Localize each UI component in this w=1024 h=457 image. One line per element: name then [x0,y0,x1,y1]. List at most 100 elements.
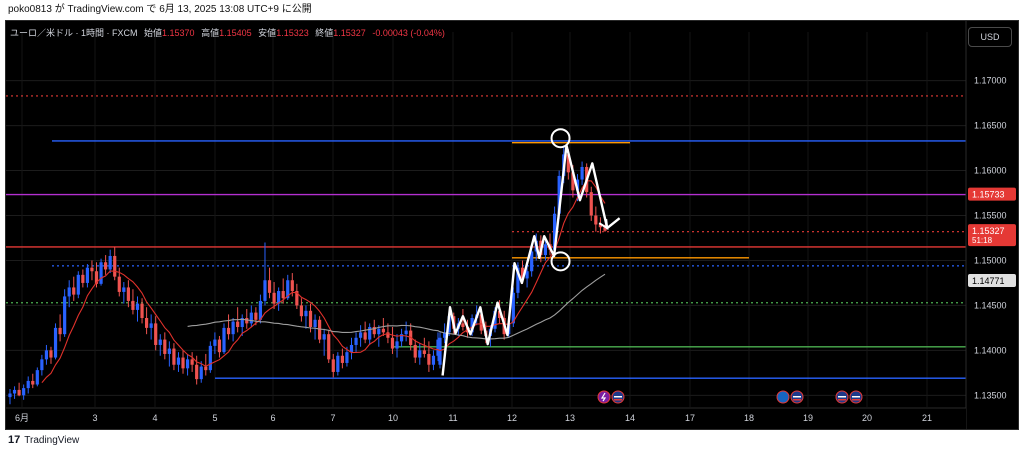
candle-body [272,292,276,304]
candle-body [226,327,231,335]
candle-body [154,323,158,345]
candle-body [245,317,249,324]
flag-stripe [838,399,846,401]
candle-body [470,317,474,333]
candle-body [358,332,363,338]
candle-body [399,334,404,342]
candle-body [340,355,344,363]
x-tick-label: 5 [212,413,217,423]
candle-body [277,291,281,304]
candle-body [543,244,548,256]
x-tick-label: 7 [330,413,335,423]
candle-body [208,345,212,371]
candle-body [395,341,399,349]
open-value: 1.15370 [162,28,195,38]
candle-body [8,393,12,398]
candle-body [135,303,140,310]
candle-body [31,380,35,385]
currency-button[interactable]: USD [968,27,1012,47]
candle-body [122,287,126,292]
candle-body [158,339,162,345]
candle-body [386,332,390,338]
y-tick-label: 1.14500 [974,300,1007,310]
countdown-label: 51:18 [972,236,993,245]
publish-info: poko0813 が TradingView.com で 6月 13, 2025… [8,4,312,15]
close-label: 終値 [315,28,334,38]
candle-body [511,292,515,324]
candle-body [240,317,244,327]
candle-body [442,332,447,338]
moving-average-slow [187,273,606,340]
candle-body [322,334,326,340]
y-tick-label: 1.13500 [974,390,1007,400]
x-tick-label: 6月 [15,413,29,423]
x-tick-label: 21 [922,413,932,423]
candle-body [254,312,258,320]
high-value: 1.15405 [219,28,252,38]
low-label: 安値 [258,28,277,38]
candle-body [381,328,385,333]
x-tick-label: 11 [448,413,457,423]
candle-body [231,321,235,335]
candle-body [44,350,49,360]
candle-body [236,321,240,327]
candle-body [363,332,367,340]
candle-body [422,350,426,354]
candle-body [108,255,112,270]
price-tag-label: 1.14771 [972,276,1005,286]
candle-body [603,227,607,231]
candle-body [525,271,529,279]
y-tick-label: 1.14000 [974,345,1007,355]
candle-body [176,357,181,365]
candle-body [249,312,253,324]
brand[interactable]: 17 TradingView [8,434,79,446]
candle-body [263,280,267,301]
candle-body [53,327,58,358]
candle-body [493,310,497,329]
publish-header: poko0813 が TradingView.com で 6月 13, 2025… [0,0,1024,20]
candle-body [313,319,317,327]
open-label: 始値 [144,28,163,38]
x-tick-label: 20 [862,413,872,423]
candle-body [372,326,376,335]
candle-body [575,179,580,191]
candle-body [90,267,94,272]
candle-body [431,355,436,365]
candle-body [327,334,331,360]
candle-body [181,357,185,369]
candle-body [571,172,575,191]
y-tick-label: 1.16000 [974,166,1007,176]
candle-body [345,352,349,363]
x-tick-label: 12 [507,413,517,423]
candle-body [552,213,557,250]
candle-body [589,192,593,216]
candle-body [76,274,80,295]
candle-body [331,359,335,372]
candle-body [368,326,372,340]
candle-body [99,262,103,284]
candle-body [167,348,171,354]
candle-body [131,300,135,310]
candle-body [67,287,71,297]
candle-body [149,323,153,328]
candle-body [144,317,149,328]
candle-body [413,344,417,358]
candle-body [308,310,313,327]
candle-body [557,175,561,214]
candle-body [113,255,117,277]
brand-name: TradingView [24,434,80,446]
circle-marker [550,251,571,272]
candle-body [117,276,121,292]
tradingview-logo-icon: 17 [8,434,21,446]
candle-body [580,166,584,180]
candle-body [377,328,381,335]
candle-body [286,280,290,299]
candle-body [217,339,222,353]
change-value: -0.00043 (-0.04%) [372,28,445,38]
candle-body [304,310,308,317]
candle-body [140,303,144,318]
candle-body [22,388,26,396]
price-tag [968,224,1016,247]
eu-flag-icon [776,390,790,404]
